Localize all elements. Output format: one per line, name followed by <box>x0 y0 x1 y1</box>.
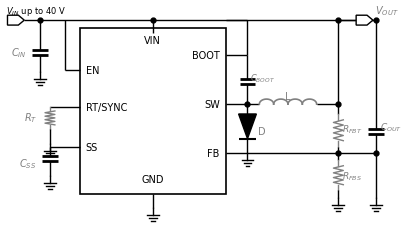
Text: L: L <box>285 92 290 102</box>
Text: EN: EN <box>85 65 99 75</box>
Polygon shape <box>355 16 372 26</box>
Polygon shape <box>238 115 256 139</box>
Text: BOOT: BOOT <box>192 50 219 61</box>
Text: $C_{BOOT}$: $C_{BOOT}$ <box>250 72 275 84</box>
Bar <box>79 29 225 194</box>
Text: $C_{OUT}$: $C_{OUT}$ <box>379 121 401 133</box>
Text: SS: SS <box>85 142 97 152</box>
Text: $R_{FBS}$: $R_{FBS}$ <box>342 170 361 183</box>
Text: $R_T$: $R_T$ <box>24 110 37 124</box>
Text: VIN: VIN <box>144 36 161 46</box>
Text: $C_{IN}$: $C_{IN}$ <box>10 46 26 59</box>
Text: D: D <box>258 126 265 136</box>
Text: $V_{IN}$ up to 40 V: $V_{IN}$ up to 40 V <box>7 5 66 18</box>
Text: RT/SYNC: RT/SYNC <box>85 103 126 112</box>
Polygon shape <box>7 16 24 26</box>
Text: SW: SW <box>204 100 219 110</box>
Text: $R_{FBT}$: $R_{FBT}$ <box>342 123 362 135</box>
Text: $C_{SS}$: $C_{SS}$ <box>19 157 36 171</box>
Text: GND: GND <box>141 174 164 184</box>
Text: FB: FB <box>207 149 219 159</box>
Text: $V_{OUT}$: $V_{OUT}$ <box>374 4 398 18</box>
